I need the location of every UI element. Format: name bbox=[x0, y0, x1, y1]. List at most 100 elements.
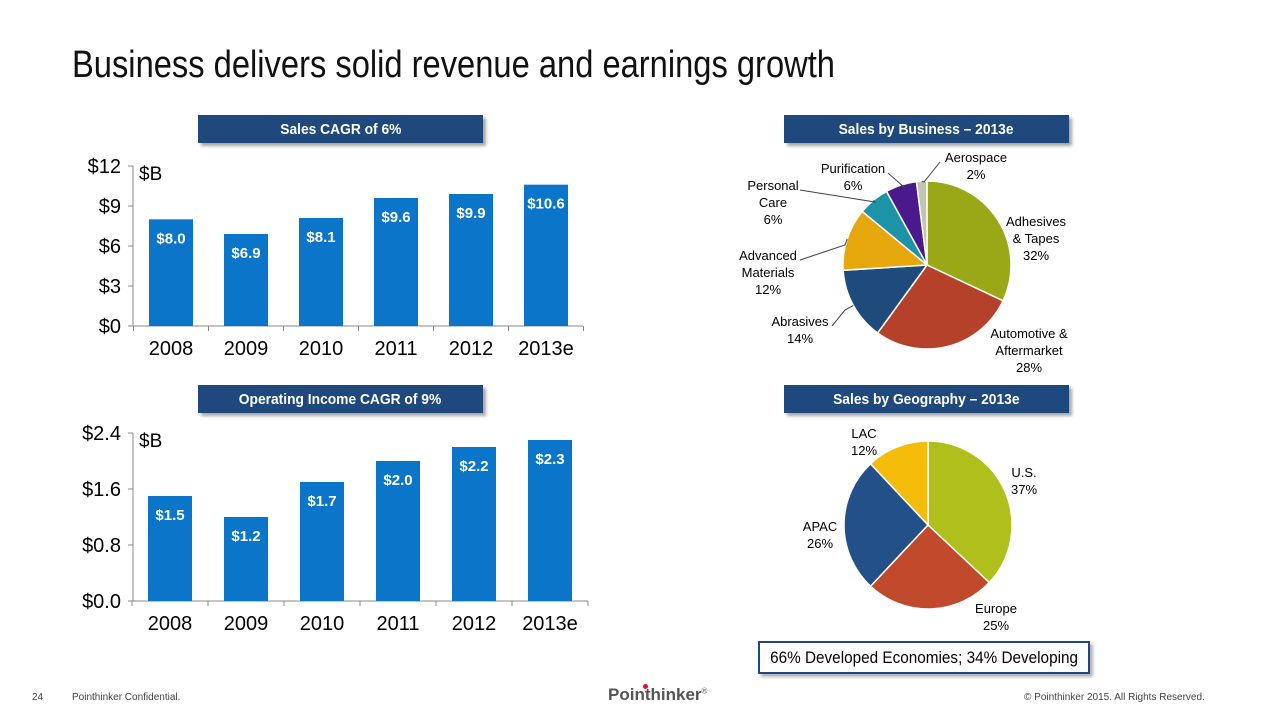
sales-x-category-label: 2011 bbox=[374, 338, 417, 360]
business-slice bbox=[915, 180, 928, 266]
op-income-bar bbox=[376, 461, 420, 601]
business-slice-label: Adhesives & Tapes 32% bbox=[1006, 214, 1066, 263]
business-slice-label-line: & Tapes bbox=[1013, 231, 1060, 246]
sales-bar bbox=[449, 194, 493, 326]
sales-y-tick-label: $12 bbox=[88, 156, 121, 178]
sales-bar-value-label: $8.0 bbox=[156, 230, 185, 247]
sales-bar-value-label: $8.1 bbox=[306, 229, 335, 246]
sales-x-category-label: 2010 bbox=[299, 338, 344, 360]
sales-bar-value-label: $6.9 bbox=[231, 245, 260, 262]
logo-text: Pointhinker bbox=[608, 685, 702, 704]
op-income-bar bbox=[528, 440, 572, 601]
geography-slice-label-line: U.S. bbox=[1011, 465, 1036, 480]
geography-slice-label-line: APAC bbox=[803, 519, 837, 534]
business-slice bbox=[926, 180, 1012, 302]
sales-y-tick-label: $6 bbox=[99, 236, 121, 258]
sales-unit-label: $B bbox=[139, 164, 162, 185]
sales-x-category-label: 2013e bbox=[518, 338, 574, 360]
geography-slice bbox=[927, 440, 1013, 584]
business-slice-label-line: 6% bbox=[844, 178, 863, 193]
geography-slice-label: U.S. 37% bbox=[1011, 465, 1037, 497]
geography-slice-label: LAC 12% bbox=[851, 426, 877, 458]
business-slice-label-line: Adhesives bbox=[1006, 214, 1066, 229]
business-leader-line bbox=[799, 238, 848, 261]
op-income-y-tick-label: $0.8 bbox=[82, 535, 121, 557]
confidential-note: Pointhinker Confidential. bbox=[72, 692, 181, 703]
business-leader-line bbox=[831, 305, 854, 327]
sales-bar bbox=[299, 218, 343, 326]
sales-by-geography-banner-label: Sales by Geography – 2013e bbox=[833, 390, 1020, 408]
geography-slice-label: Europe 25% bbox=[975, 601, 1017, 633]
logo-dot-icon bbox=[643, 684, 648, 689]
op-income-x-category-label: 2011 bbox=[376, 613, 419, 635]
business-leader-line bbox=[887, 172, 906, 189]
business-leader-line bbox=[921, 161, 941, 183]
sales-bar bbox=[524, 184, 568, 326]
op-income-bar-value-label: $1.5 bbox=[155, 507, 184, 524]
business-slice-label-line: 32% bbox=[1023, 248, 1049, 263]
geography-slice-label-line: 26% bbox=[807, 536, 833, 551]
op-income-x-category-label: 2010 bbox=[300, 613, 345, 635]
business-slice-label-line: 14% bbox=[787, 331, 813, 346]
op-income-bar-value-label: $1.2 bbox=[231, 528, 260, 545]
sales-bar bbox=[374, 198, 418, 326]
sales-bar bbox=[224, 234, 268, 326]
business-slice-label-line: Aftermarket bbox=[995, 343, 1063, 358]
geography-slice bbox=[869, 440, 929, 527]
business-slice-label-line: Materials bbox=[742, 265, 795, 280]
op-income-bar-value-label: $1.7 bbox=[307, 493, 336, 510]
business-slice-label: Personal Care 6% bbox=[747, 178, 798, 227]
geography-slice bbox=[869, 523, 991, 610]
business-slice-label: Aerospace 2% bbox=[945, 150, 1007, 182]
op-income-y-tick-label: $1.6 bbox=[82, 479, 121, 501]
business-slice-label-line: Purification bbox=[821, 161, 885, 176]
op-income-x-category-label: 2013e bbox=[522, 613, 578, 635]
geography-slice bbox=[843, 462, 930, 588]
op-income-unit-label: $B bbox=[139, 431, 162, 452]
sales-cagr-banner: Sales CAGR of 6% bbox=[198, 115, 483, 143]
op-income-x-category-label: 2008 bbox=[148, 613, 193, 635]
op-income-x-category-label: 2009 bbox=[224, 613, 269, 635]
sales-bar-value-label: $9.6 bbox=[381, 209, 410, 226]
sales-by-business-banner: Sales by Business – 2013e bbox=[784, 115, 1069, 143]
business-slice-label-line: 2% bbox=[967, 167, 986, 182]
sales-bar-value-label: $10.6 bbox=[527, 196, 565, 213]
business-slice-label-line: Aerospace bbox=[945, 150, 1007, 165]
business-slice-label-line: 12% bbox=[755, 282, 781, 297]
geography-slice-label-line: Europe bbox=[975, 601, 1017, 616]
copyright-note: © Pointhinker 2015. All Rights Reserved. bbox=[1024, 692, 1205, 703]
business-slice bbox=[876, 264, 1005, 350]
business-slice-label-line: Advanced bbox=[739, 248, 797, 263]
business-slice-label-line: Personal bbox=[747, 178, 798, 193]
developed-economies-callout: 66% Developed Economies; 34% Developing bbox=[758, 641, 1090, 674]
business-slice-label-line: Automotive & bbox=[990, 326, 1068, 341]
business-slice-label-line: Abrasives bbox=[771, 314, 829, 329]
op-income-y-tick-label: $2.4 bbox=[82, 423, 121, 445]
op-income-bar bbox=[224, 517, 268, 601]
sales-bar bbox=[149, 219, 193, 326]
sales-by-geography-banner: Sales by Geography – 2013e bbox=[784, 385, 1069, 413]
geography-slice-label-line: 12% bbox=[851, 443, 877, 458]
op-income-cagr-banner: Operating Income CAGR of 9% bbox=[198, 385, 483, 413]
sales-bar-value-label: $9.9 bbox=[456, 205, 485, 222]
op-income-x-category-label: 2012 bbox=[452, 613, 497, 635]
op-income-bar bbox=[452, 447, 496, 601]
geography-slice-label: APAC 26% bbox=[803, 519, 837, 551]
geography-slice-label-line: 25% bbox=[983, 618, 1009, 633]
business-slice-label-line: 6% bbox=[764, 212, 783, 227]
page-title: Business delivers solid revenue and earn… bbox=[72, 44, 835, 86]
business-leader-line bbox=[799, 189, 877, 203]
sales-cagr-banner-label: Sales CAGR of 6% bbox=[279, 120, 402, 138]
op-income-bar-value-label: $2.3 bbox=[535, 451, 564, 468]
business-slice-label-line: 28% bbox=[1016, 360, 1042, 375]
sales-x-category-label: 2009 bbox=[224, 338, 269, 360]
geography-slice-label-line: 37% bbox=[1011, 482, 1037, 497]
op-income-y-tick-label: $0.0 bbox=[82, 591, 121, 613]
sales-y-tick-label: $0 bbox=[99, 316, 121, 338]
op-income-bar bbox=[148, 496, 192, 601]
logo-registered-mark: ® bbox=[701, 686, 708, 696]
sales-y-tick-label: $3 bbox=[99, 276, 121, 298]
op-income-bar bbox=[300, 482, 344, 601]
company-logo: Pointhinker® bbox=[608, 684, 708, 705]
